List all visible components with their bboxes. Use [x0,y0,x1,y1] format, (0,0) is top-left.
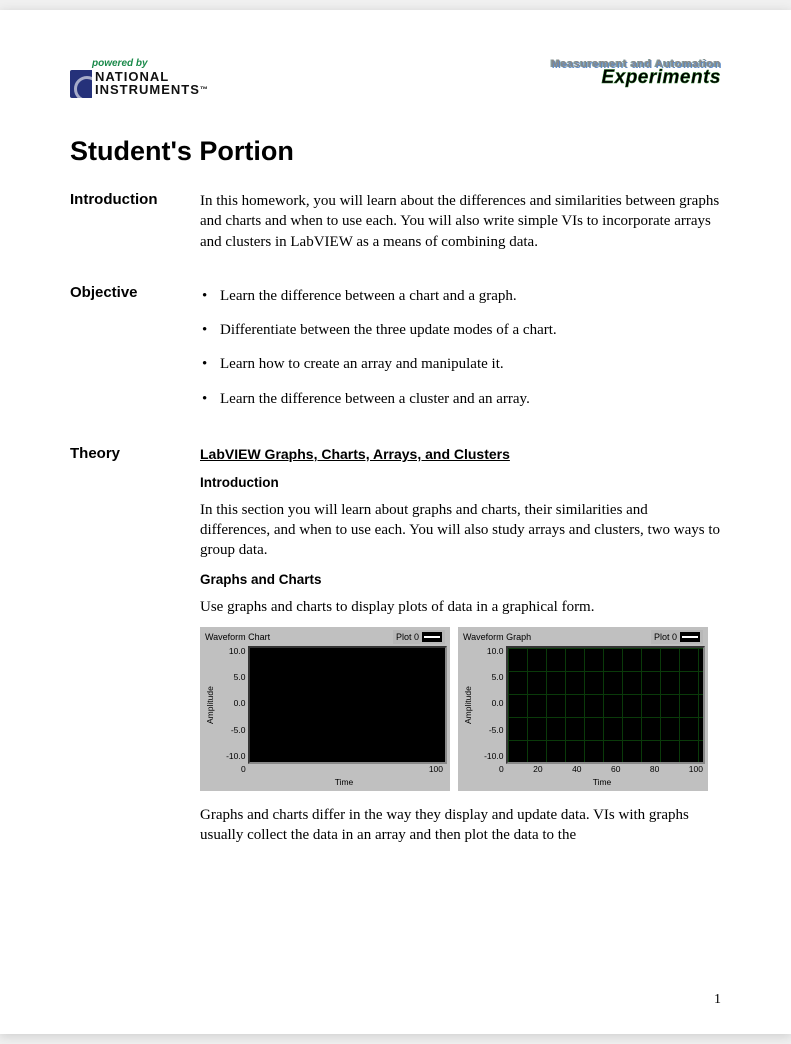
legend-swatch-icon [680,632,700,642]
panel-title: Waveform Chart [205,631,270,643]
y-axis: 10.0 5.0 0.0 -5.0 -10.0 [476,646,506,764]
ni-logo: NATIONAL INSTRUMENTS™ [70,70,230,98]
introduction-text: In this homework, you will learn about t… [200,191,721,252]
page-title: Student's Portion [70,136,721,167]
y-tick: 0.0 [492,698,504,709]
objective-item: Learn the difference between a cluster a… [200,389,721,409]
objective-item: Differentiate between the three update m… [200,320,721,340]
ni-swoosh-icon [70,70,92,98]
x-tick: 40 [572,764,581,775]
y-tick: 10.0 [229,646,246,657]
y-tick: -5.0 [231,725,246,736]
objective-list: Learn the difference between a chart and… [200,286,721,409]
introduction-heading: Introduction [70,191,200,208]
page-number: 1 [714,992,721,1008]
panel-header: Waveform Graph Plot 0 [461,630,705,644]
y-tick: 0.0 [234,698,246,709]
x-axis: 0 100 [241,764,447,775]
ni-text: NATIONAL INSTRUMENTS™ [95,70,209,96]
y-axis-label: Amplitude [461,646,476,764]
y-tick: 10.0 [487,646,504,657]
introduction-section: Introduction In this homework, you will … [70,191,721,262]
theory-heading: Theory [70,445,200,462]
legend-swatch-icon [422,632,442,642]
x-tick: 80 [650,764,659,775]
x-tick: 100 [689,764,703,775]
theory-intro-heading: Introduction [200,474,721,492]
y-tick: -10.0 [226,751,245,762]
brand-line2: INSTRUMENTS [95,82,200,97]
logo-right: Measurement and Automation Experiments [551,58,721,87]
x-axis-label: Time [241,777,447,788]
y-tick: -10.0 [484,751,503,762]
x-axis: 0 20 40 60 80 100 [499,764,705,775]
x-tick: 20 [533,764,542,775]
y-axis: 10.0 5.0 0.0 -5.0 -10.0 [218,646,248,764]
powered-by-label: powered by [92,58,230,69]
charts-row: Waveform Chart Plot 0 Amplitude 10.0 5.0… [200,627,721,791]
graphs-charts-heading: Graphs and Charts [200,571,721,589]
x-tick: 60 [611,764,620,775]
waveform-graph-panel: Waveform Graph Plot 0 Amplitude 10.0 5.0… [458,627,708,791]
plot-legend: Plot 0 [393,630,445,644]
plot-area [506,646,705,764]
panel-header: Waveform Chart Plot 0 [203,630,447,644]
objective-item: Learn how to create an array and manipul… [200,354,721,374]
header: powered by NATIONAL INSTRUMENTS™ Measure… [70,58,721,98]
page: powered by NATIONAL INSTRUMENTS™ Measure… [0,10,791,1034]
plot-area [248,646,447,764]
y-tick: -5.0 [489,725,504,736]
plot-label: Plot 0 [654,631,677,643]
plot-wrap: Amplitude 10.0 5.0 0.0 -5.0 -10.0 [461,646,705,764]
x-axis-label: Time [499,777,705,788]
theory-subheading: LabVIEW Graphs, Charts, Arrays, and Clus… [200,445,721,464]
plot-legend: Plot 0 [651,630,703,644]
panel-title: Waveform Graph [463,631,531,643]
waveform-chart-panel: Waveform Chart Plot 0 Amplitude 10.0 5.0… [200,627,450,791]
y-tick: 5.0 [234,672,246,683]
graphs-charts-text: Use graphs and charts to display plots o… [200,597,721,617]
x-tick: 0 [499,764,504,775]
y-axis-label: Amplitude [203,646,218,764]
objective-item: Learn the difference between a chart and… [200,286,721,306]
plot-label: Plot 0 [396,631,419,643]
graphs-charts-footer: Graphs and charts differ in the way they… [200,805,721,846]
y-tick: 5.0 [492,672,504,683]
trademark: ™ [200,85,209,94]
objective-heading: Objective [70,284,200,301]
plot-wrap: Amplitude 10.0 5.0 0.0 -5.0 -10.0 [203,646,447,764]
objective-section: Objective Learn the difference between a… [70,284,721,423]
x-tick: 100 [429,764,443,775]
theory-section: Theory LabVIEW Graphs, Charts, Arrays, a… [70,445,721,856]
x-tick: 0 [241,764,246,775]
logo-left: powered by NATIONAL INSTRUMENTS™ [70,58,230,98]
theory-intro-text: In this section you will learn about gra… [200,500,721,561]
experiments-label: Experiments [551,68,721,87]
